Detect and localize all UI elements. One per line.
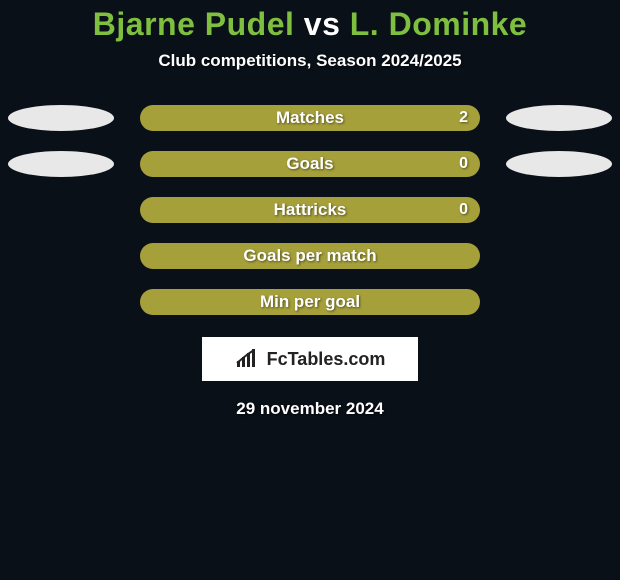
stat-value-right: 2 <box>459 109 468 127</box>
comparison-card: Bjarne Pudel vs L. Dominke Club competit… <box>0 0 620 419</box>
page-title: Bjarne Pudel vs L. Dominke <box>93 6 527 43</box>
stat-bar: Goals 0 <box>140 151 480 177</box>
subtitle: Club competitions, Season 2024/2025 <box>158 51 461 71</box>
stat-bar: Min per goal <box>140 289 480 315</box>
stat-row: Matches 2 <box>0 105 620 131</box>
stat-bar: Goals per match <box>140 243 480 269</box>
stat-label: Min per goal <box>260 292 360 312</box>
player1-name: Bjarne Pudel <box>93 6 295 42</box>
stat-label: Matches <box>276 108 344 128</box>
stat-label: Goals per match <box>243 246 376 266</box>
date-text: 29 november 2024 <box>236 399 383 419</box>
stat-row: Hattricks 0 <box>0 197 620 223</box>
stat-bar: Matches 2 <box>140 105 480 131</box>
player2-marker <box>506 105 612 131</box>
stats-rows: Matches 2 Goals 0 Hattricks 0 Goals per match M… <box>0 105 620 315</box>
vs-text: vs <box>304 6 341 42</box>
stat-value-right: 0 <box>459 201 468 219</box>
player1-marker <box>8 105 114 131</box>
stat-bar: Hattricks 0 <box>140 197 480 223</box>
stat-row: Goals 0 <box>0 151 620 177</box>
stat-label: Goals <box>286 154 333 174</box>
attribution-text: FcTables.com <box>267 349 386 370</box>
attribution-badge: FcTables.com <box>202 337 418 381</box>
player2-marker <box>506 151 612 177</box>
chart-icon <box>235 349 261 369</box>
stat-label: Hattricks <box>274 200 347 220</box>
stat-value-right: 0 <box>459 155 468 173</box>
player2-name: L. Dominke <box>350 6 527 42</box>
stat-row: Min per goal <box>0 289 620 315</box>
stat-row: Goals per match <box>0 243 620 269</box>
player1-marker <box>8 151 114 177</box>
